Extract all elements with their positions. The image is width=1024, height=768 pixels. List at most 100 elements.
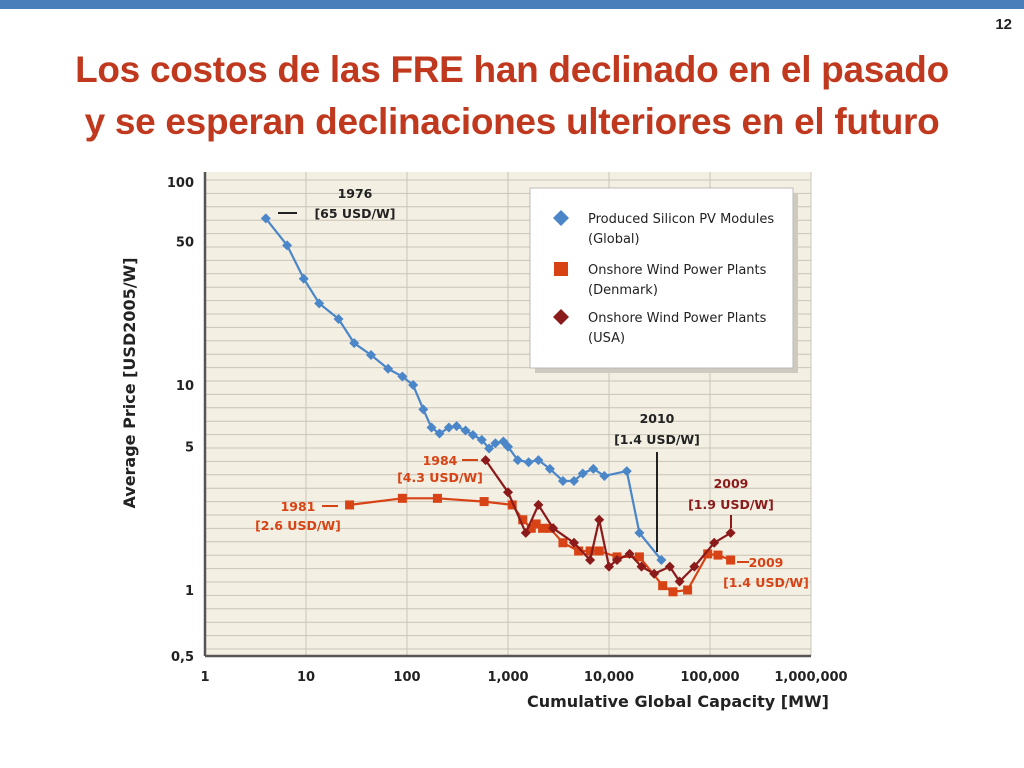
- data-point: [365, 350, 376, 361]
- slide-title: Los costos de las FRE han declinado en e…: [0, 44, 1024, 148]
- series-1: [260, 213, 667, 566]
- top-accent-bar: [0, 0, 1024, 9]
- annotation: 1976 [65 USD/W]: [278, 186, 396, 221]
- annotation: 1981 [2.6 USD/W]: [255, 499, 341, 533]
- data-point: [533, 499, 544, 510]
- data-point: [683, 585, 693, 595]
- data-point: [443, 422, 454, 433]
- legend: Produced Silicon PV Modules (Global) Onsho…: [529, 187, 798, 373]
- data-point: [674, 576, 685, 587]
- annotation: 2009 [1.9 USD/W]: [688, 476, 774, 528]
- annotation-year: 2010: [640, 411, 675, 426]
- annotation-year: 1981: [281, 499, 316, 514]
- y-tick-label: 10: [176, 379, 194, 394]
- data-point: [585, 546, 595, 556]
- data-series: [260, 213, 736, 597]
- data-point: [558, 538, 568, 548]
- data-point: [726, 555, 736, 565]
- x-tick-label: 1,000: [487, 670, 528, 685]
- y-axis-label: Average Price [USD2005/W]: [120, 257, 139, 508]
- data-point: [703, 549, 713, 559]
- data-point: [709, 537, 720, 548]
- y-tick-label: 1: [185, 584, 194, 599]
- data-point: [594, 546, 604, 556]
- slide-title-line-2: y se esperan declinaciones ulteriores en…: [84, 101, 940, 142]
- data-point: [588, 463, 599, 474]
- data-point: [548, 523, 559, 534]
- data-point: [557, 476, 568, 487]
- data-point: [568, 476, 579, 487]
- legend-label: Produced Silicon PV Modules: [588, 212, 774, 227]
- data-point: [523, 457, 534, 468]
- data-point: [544, 463, 555, 474]
- data-point: [668, 587, 678, 597]
- annotation: 1984 [4.3 USD/W]: [397, 453, 483, 485]
- data-point: [479, 497, 489, 507]
- data-point: [611, 555, 622, 566]
- annotation-year: 2009: [714, 476, 749, 491]
- data-point: [432, 493, 442, 503]
- data-point: [636, 561, 647, 572]
- data-point: [397, 493, 407, 503]
- data-point: [397, 371, 408, 382]
- annotation-price: [1.4 USD/W]: [614, 432, 700, 447]
- data-point: [476, 434, 487, 445]
- data-point: [333, 313, 344, 324]
- data-point: [484, 443, 495, 454]
- data-point: [520, 527, 531, 538]
- x-tick-label: 100: [393, 670, 420, 685]
- data-point: [434, 428, 445, 439]
- annotation-price: [4.3 USD/W]: [397, 470, 483, 485]
- legend-items: Produced Silicon PV Modules (Global) Onsho…: [553, 210, 774, 346]
- legend-marker: [553, 210, 569, 226]
- data-point: [621, 466, 632, 477]
- data-point: [349, 338, 360, 349]
- data-point: [649, 568, 660, 579]
- annotation-price: [2.6 USD/W]: [255, 518, 341, 533]
- legend-label-sub: (USA): [588, 331, 625, 346]
- y-tick-label: 50: [176, 236, 194, 251]
- data-point: [260, 213, 271, 224]
- data-point: [725, 527, 736, 538]
- data-point: [568, 537, 579, 548]
- y-tick-label: 0,5: [171, 650, 194, 665]
- data-point: [594, 514, 605, 525]
- data-point: [460, 425, 471, 436]
- series-line: [264, 217, 663, 561]
- x-tick-label: 100,000: [680, 670, 739, 685]
- annotation-year: 1976: [338, 186, 373, 201]
- x-tick-label: 1,000,000: [774, 670, 847, 685]
- data-point: [314, 298, 325, 309]
- data-point: [624, 548, 635, 559]
- annotation-price: [1.4 USD/W]: [723, 575, 809, 590]
- y-tick-label: 5: [185, 441, 194, 456]
- data-point: [664, 561, 675, 572]
- annotations: 1976 [65 USD/W] 1981 [2.6 USD/W] 1984 [4.3 US…: [255, 186, 809, 590]
- annotation-year: 2009: [749, 555, 784, 570]
- axes: [203, 172, 811, 658]
- data-point: [408, 380, 419, 390]
- data-point: [467, 430, 478, 441]
- data-point: [518, 515, 528, 525]
- data-point: [656, 555, 667, 566]
- series-line: [349, 497, 731, 593]
- x-tick-label: 10,000: [584, 670, 634, 685]
- legend-label-sub: (Denmark): [588, 283, 658, 298]
- data-point: [503, 441, 513, 452]
- legend-marker: [554, 262, 568, 276]
- x-tick-labels: 1 10 100 1,000 10,000 100,000 1,000,000: [200, 670, 847, 685]
- series-3: [480, 455, 736, 587]
- data-point: [689, 561, 700, 572]
- data-point: [418, 404, 429, 415]
- page-number: 12: [995, 16, 1012, 33]
- x-tick-label: 10: [297, 670, 315, 685]
- x-axis-label: Cumulative Global Capacity [MW]: [527, 692, 829, 711]
- data-point: [531, 519, 541, 529]
- data-point: [298, 273, 309, 284]
- slide-title-line-1: Los costos de las FRE han declinado en e…: [75, 49, 949, 90]
- data-point: [282, 240, 293, 251]
- data-point: [480, 455, 491, 466]
- data-point: [533, 455, 544, 466]
- annotation-year: 1984: [423, 453, 458, 468]
- data-point: [512, 455, 523, 466]
